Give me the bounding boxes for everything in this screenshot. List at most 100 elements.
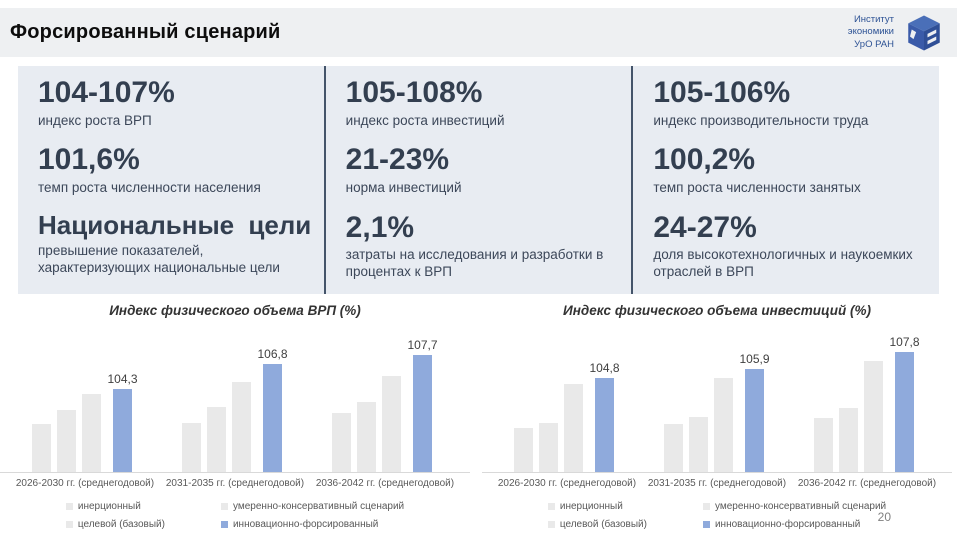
institute-logo-text: Институт экономики УрО РАН — [848, 14, 894, 51]
bar-wrap: 107,8 — [889, 335, 920, 472]
chart-bar — [689, 417, 709, 472]
institute-logo: Институт экономики УрО РАН — [848, 12, 945, 54]
stat-value: 104-107% — [38, 76, 175, 109]
stat-block: 100,2% темп роста численности занятых — [653, 143, 927, 196]
stat-label: индекс роста инвестиций — [345, 112, 505, 128]
chart-bar — [413, 355, 432, 472]
bar-group: 104,8 — [492, 361, 642, 472]
bar-value-label: 107,8 — [889, 335, 920, 349]
logo-text-line: экономики — [847, 26, 894, 38]
stat-label: темп роста численности населения — [38, 179, 261, 195]
legend-marker — [702, 503, 710, 510]
bar-value-label: 106,8 — [257, 347, 288, 361]
bar-wrap — [207, 407, 227, 472]
bar-wrap — [514, 428, 534, 472]
legend-item: умеренно-консервативный сценарий — [220, 501, 405, 512]
stat-value: 105-106% — [653, 76, 791, 109]
stat-label: норма инвестиций — [345, 179, 462, 195]
legend-label: целевой (базовый) — [559, 519, 647, 530]
stat-value: 2,1% — [345, 210, 415, 244]
legend-label: инновационно-форсированный — [714, 519, 861, 530]
chart-title: Индекс физического объема инвестиций (%) — [563, 303, 871, 318]
legend-marker — [65, 503, 73, 510]
stats-column: 105-106% индекс производительности труда 1… — [631, 66, 939, 294]
stat-block: 101,6% темп роста численности населения — [38, 143, 312, 196]
bar-group: 105,9 — [642, 352, 792, 472]
stat-label: индекс роста ВРП — [38, 112, 152, 128]
legend-item: целевой (базовый) — [65, 519, 165, 530]
bar-wrap — [57, 410, 77, 472]
x-axis-category-label: 2026-2030 гг. (среднегодовой) — [15, 478, 155, 489]
chart-title: Индекс физического объема ВРП (%) — [109, 303, 361, 318]
chart-bar — [232, 382, 252, 472]
legend-item: инновационно-форсированный — [702, 519, 886, 530]
page-number: 20 — [877, 510, 891, 524]
chart-bar — [745, 369, 764, 472]
chart-bar — [564, 384, 584, 472]
bar-wrap — [689, 417, 709, 472]
legend-label: инерционный — [559, 501, 623, 512]
bar-wrap — [814, 418, 834, 472]
chart-bar — [382, 376, 402, 472]
chart-legend: инерционный умеренно-консервативный сцена… — [482, 501, 952, 530]
chart-vrp-index: Индекс физического объема ВРП (%) 104,3 10… — [0, 297, 470, 530]
chart-bar — [539, 423, 559, 472]
chart-bar — [82, 394, 102, 472]
bar-wrap — [332, 413, 352, 472]
bar-wrap: 104,8 — [589, 361, 620, 472]
bar-wrap — [839, 408, 859, 472]
chart-bar — [57, 410, 77, 472]
chart-bar — [113, 389, 132, 472]
stat-block: 105-106% индекс производительности труда — [653, 76, 927, 129]
x-axis-category-label: 2036-2042 гг. (среднегодовой) — [315, 478, 455, 489]
legend-item: инерционный — [547, 501, 647, 512]
bar-group: 106,8 — [160, 347, 310, 472]
stat-label: затраты на исследования и разработки в п… — [345, 247, 604, 280]
stat-block: 104-107% индекс роста ВРП — [38, 76, 312, 129]
bar-wrap — [32, 424, 52, 472]
bar-wrap — [382, 376, 402, 472]
stat-value: 101,6% — [38, 143, 140, 177]
bar-group: 107,8 — [792, 335, 942, 472]
bar-wrap: 107,7 — [407, 338, 438, 472]
bar-wrap: 105,9 — [739, 352, 770, 472]
x-axis-category-label: 2036-2042 гг. (среднегодовой) — [797, 478, 937, 489]
chart-bar — [332, 413, 352, 472]
charts-section: Индекс физического объема ВРП (%) 104,3 10… — [0, 297, 957, 530]
stats-column: 105-108% индекс роста инвестиций 21-23% нор… — [323, 66, 632, 294]
bar-wrap — [182, 423, 202, 472]
legend-label: умеренно-консервативный сценарий — [714, 501, 887, 512]
legend-label: целевой (базовый) — [77, 519, 165, 530]
stat-label: темп роста численности занятых — [653, 179, 861, 195]
logo-text-line: Институт — [853, 13, 894, 25]
chart-bar — [514, 428, 534, 472]
legend-item: целевой (базовый) — [547, 519, 647, 530]
bar-wrap — [232, 382, 252, 472]
stat-label: превышение показателей, характеризующих … — [38, 242, 280, 275]
x-axis-category-label: 2031-2035 гг. (среднегодовой) — [165, 478, 305, 489]
x-axis-labels: 2026-2030 гг. (среднегодовой) 2031-2035 г… — [0, 478, 470, 489]
legend-label: умеренно-консервативный сценарий — [232, 501, 405, 512]
legend-label: инновационно-форсированный — [232, 519, 379, 530]
stats-column: 104-107% индекс роста ВРП 101,6% темп роста… — [18, 66, 324, 294]
bar-wrap — [714, 378, 734, 472]
bar-wrap — [664, 424, 684, 472]
chart-plot: 104,8 105,9 107,8 — [482, 320, 952, 473]
stat-label: индекс производительности труда — [653, 112, 869, 128]
legend-marker — [65, 521, 73, 528]
page-title: Форсированный сценарий — [10, 21, 281, 43]
legend-item: инновационно-форсированный — [220, 519, 404, 530]
bar-group: 104,3 — [10, 372, 160, 472]
legend-marker — [547, 521, 555, 528]
stat-value: 105-108% — [345, 76, 483, 109]
stat-value: 21-23% — [345, 143, 450, 177]
legend-label: инерционный — [77, 501, 141, 512]
chart-bar — [839, 408, 859, 472]
chart-investments-index: Индекс физического объема инвестиций (%)… — [482, 297, 952, 530]
stat-block: Национальные цели превышение показателей,… — [38, 210, 312, 277]
chart-bar — [357, 402, 377, 472]
stat-label: доля высокотехнологичных и наукоемких от… — [653, 247, 913, 280]
bar-wrap — [357, 402, 377, 472]
stat-block: 21-23% норма инвестиций — [346, 143, 620, 196]
legend-marker — [220, 521, 228, 528]
